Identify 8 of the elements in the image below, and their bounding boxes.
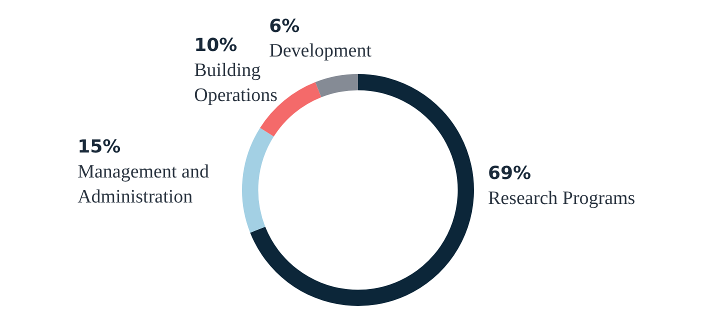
data-label: 10% bbox=[194, 35, 238, 56]
slice-label: Development bbox=[269, 40, 372, 62]
slice-label: Building Operations bbox=[194, 60, 278, 106]
data-label: 6% bbox=[269, 16, 300, 37]
slice-label: Research Programs bbox=[488, 188, 636, 209]
data-label: 15% bbox=[78, 136, 121, 158]
slice-label: Management and Administration bbox=[78, 161, 210, 208]
data-label: 69% bbox=[488, 163, 532, 184]
